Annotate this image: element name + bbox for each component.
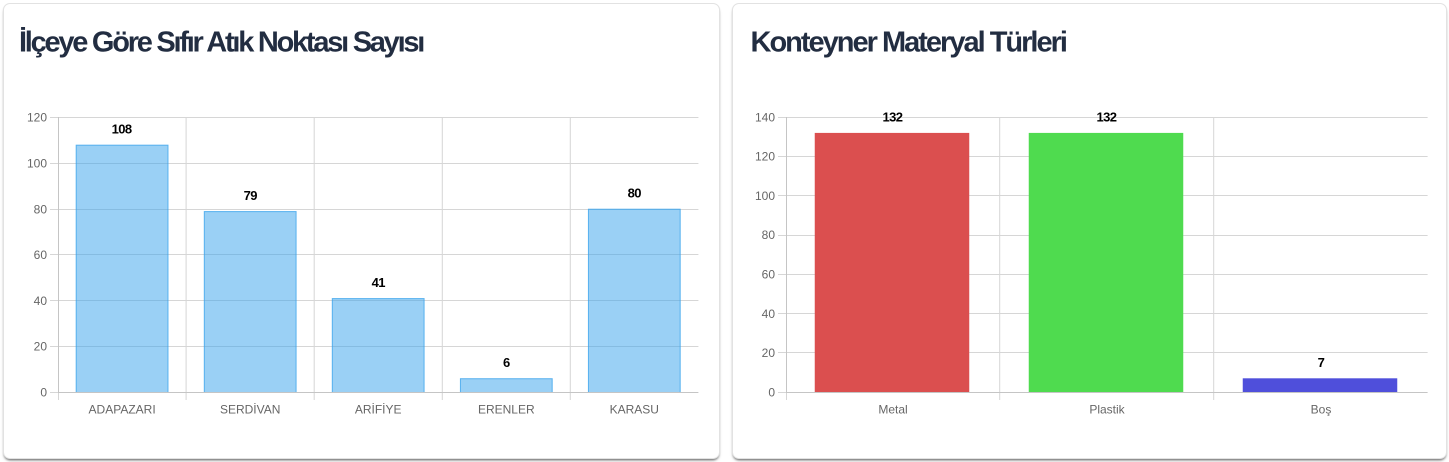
svg-text:100: 100 (27, 157, 47, 171)
svg-text:80: 80 (34, 203, 48, 217)
svg-text:Konteyner Materyal Türleri: Konteyner Materyal Türleri (751, 27, 1066, 59)
svg-text:80: 80 (628, 186, 642, 201)
svg-text:60: 60 (762, 268, 776, 282)
svg-text:60: 60 (34, 248, 48, 262)
svg-text:ERENLER: ERENLER (478, 403, 535, 417)
svg-text:6: 6 (503, 355, 510, 370)
svg-text:140: 140 (755, 111, 775, 125)
svg-text:ADAPAZARI: ADAPAZARI (89, 403, 156, 417)
svg-text:0: 0 (768, 385, 775, 399)
svg-text:40: 40 (34, 294, 48, 308)
svg-text:20: 20 (34, 340, 48, 354)
svg-text:7: 7 (1318, 355, 1325, 370)
svg-text:108: 108 (112, 121, 132, 136)
svg-text:0: 0 (40, 385, 47, 399)
svg-text:120: 120 (27, 111, 47, 125)
svg-text:120: 120 (755, 150, 775, 164)
svg-text:Boş: Boş (1311, 403, 1332, 417)
svg-text:132: 132 (1096, 109, 1116, 124)
svg-text:100: 100 (755, 189, 775, 203)
svg-text:Metal: Metal (878, 403, 907, 417)
svg-text:132: 132 (882, 109, 902, 124)
svg-text:20: 20 (762, 346, 776, 360)
svg-text:SERDİVAN: SERDİVAN (220, 403, 280, 417)
svg-text:İlçeye Göre Sıfır Atık Noktası: İlçeye Göre Sıfır Atık Noktası Sayısı (19, 27, 424, 59)
svg-text:KARASU: KARASU (610, 403, 659, 417)
svg-text:40: 40 (762, 307, 776, 321)
svg-text:79: 79 (244, 188, 258, 203)
svg-text:Plastik: Plastik (1089, 403, 1125, 417)
svg-text:80: 80 (762, 228, 776, 242)
svg-text:ARİFİYE: ARİFİYE (355, 403, 402, 417)
svg-text:41: 41 (372, 275, 386, 290)
